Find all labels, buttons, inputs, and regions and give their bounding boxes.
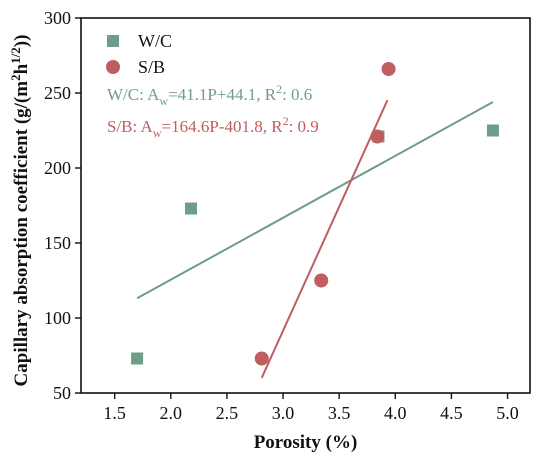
point-sb [314,273,329,288]
point-sb [381,62,396,76]
x-tick-label: 3.5 [328,403,351,423]
point-wc [131,352,144,365]
fit-equation: S/B: Aw=164.6P-401.8, R2: 0.9 [107,114,319,140]
fit-equation-part: 2 [276,82,282,96]
y-axis-title-part: h [11,63,32,74]
fit-equation-part: w [159,94,168,108]
y-tick-label: 200 [44,158,71,178]
plot-frame [80,17,531,394]
y-tick-label: 50 [53,383,71,403]
fit-equation-part: =164.6P-401.8, R [162,117,284,136]
point-sb [254,351,269,366]
y-axis-title-part: 2 [8,74,23,81]
x-tick-label: 1.5 [103,403,126,423]
fit-equation-part: 2 [283,114,289,128]
y-tick-label: 150 [44,233,71,253]
x-tick-label: 2.0 [160,403,183,423]
fit-equation-part: : 0.9 [289,117,319,136]
y-axis-title-part: Capillary absorption coefficient (g/(m [11,81,32,387]
fit-equation-part: =41.1P+44.1, R [168,85,277,104]
y-tick-label: 300 [44,8,71,28]
point-sb [370,129,385,144]
y-tick-label: 250 [44,83,71,103]
x-tick-label: 2.5 [216,403,239,423]
legend-label: S/B [138,57,165,77]
legend-label: W/C [138,31,172,51]
point-wc [185,202,198,215]
axes: 1.5 2.0 2.5 3.0 3.5 4.0 4.5 5.0 50 100 150 200 250 30… [8,8,531,453]
fit-line-wc [136,101,494,300]
y-axis-title-part: 1/2 [8,47,23,64]
x-axis-title: Porosity (%) [254,432,358,453]
y-axis-title-part: )) [11,35,32,48]
fit-equation-part: S/B: A [107,117,154,136]
fit-equation-part: w [153,126,162,140]
legend: W/C S/B [106,31,172,77]
point-wc [486,124,499,137]
legend-marker-wc [107,35,119,47]
fit-equation-part: W/C: A [107,85,160,104]
x-tick-label: 4.0 [384,403,407,423]
x-tick-label: 5.0 [496,403,519,423]
data-markers [131,62,499,366]
y-axis-title: Capillary absorption coefficient (g/(m2h… [8,35,32,387]
fit-equation-part: : 0.6 [282,85,312,104]
fit-line-sb [260,99,389,379]
legend-marker-sb [106,60,120,74]
x-tick-label: 4.5 [440,403,463,423]
x-tick-label: 3.0 [272,403,295,423]
equations: W/C: Aw=41.1P+44.1, R2: 0.6S/B: Aw=164.6… [107,82,319,140]
y-tick-label: 100 [44,308,71,328]
fit-equation: W/C: Aw=41.1P+44.1, R2: 0.6 [107,82,312,108]
fit-lines [136,99,494,379]
